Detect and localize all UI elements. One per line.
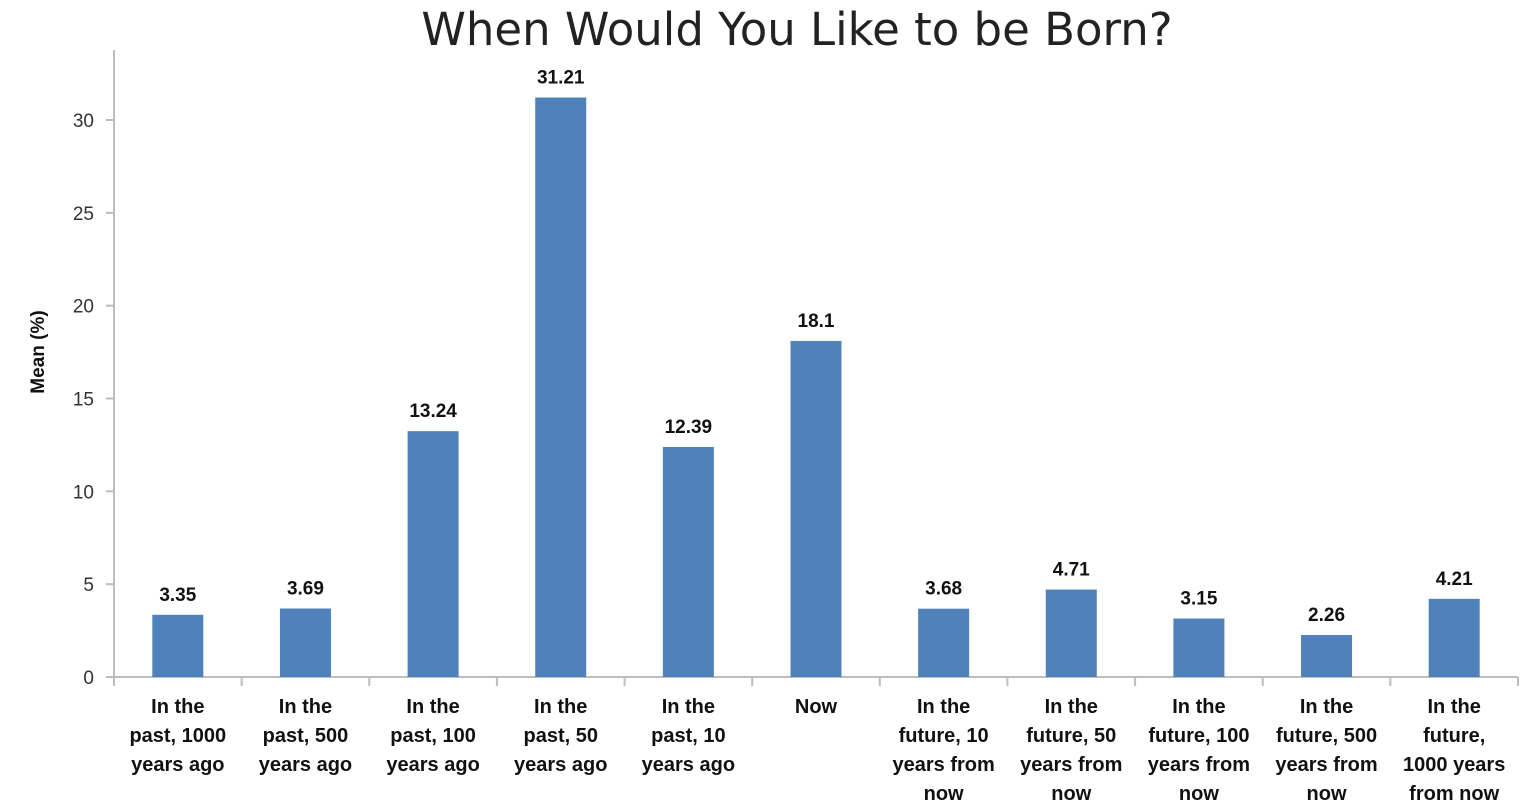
x-tick-label-line: In the — [279, 696, 332, 718]
x-tick-label-line: past, 500 — [263, 725, 349, 747]
x-tick-label-line: from now — [1409, 783, 1499, 805]
bar-value-label: 2.26 — [1308, 605, 1345, 626]
x-tick-label: In the future, 100 years from now — [1148, 696, 1250, 805]
x-tick-label-line: future, 10 — [899, 725, 989, 747]
x-tick-label-line: years ago — [259, 754, 352, 776]
x-tick-label-line: past, 100 — [390, 725, 476, 747]
bar — [1045, 589, 1097, 677]
y-tick-label: 10 — [73, 482, 94, 503]
x-tick-label-line: years ago — [131, 754, 224, 776]
y-tick-label: 20 — [73, 297, 94, 318]
x-tick-label-line: past, 10 — [651, 725, 725, 747]
x-axis-tick-labels: In the past, 1000 years ago In the past, 500… — [129, 696, 1505, 805]
x-tick-label-line: future, — [1423, 725, 1485, 747]
x-tick-label: In the future, 1000 years from now — [1403, 696, 1505, 805]
x-tick-label-line: years from — [1148, 754, 1250, 776]
x-tick-label-line: future, 100 — [1148, 725, 1249, 747]
x-tick-label-line: In the — [151, 696, 204, 718]
x-tick-label-line: now — [1179, 783, 1219, 805]
bar-value-label: 3.35 — [159, 585, 196, 606]
x-tick-label-line: now — [924, 783, 964, 805]
x-tick-label-line: now — [1307, 783, 1347, 805]
x-tick-label-line: past, 50 — [523, 725, 597, 747]
bar — [1301, 635, 1353, 677]
x-tick-label-line: In the — [1045, 696, 1098, 718]
x-tick-label: In the past, 10 years ago — [642, 696, 735, 776]
x-tick-label-line: In the — [1172, 696, 1225, 718]
x-tick-label: Now — [795, 696, 838, 718]
x-tick-label-line: In the — [406, 696, 459, 718]
y-axis-label: Mean (%) — [28, 310, 49, 393]
x-tick-label-line: In the — [1300, 696, 1353, 718]
y-tick-label: 5 — [83, 575, 94, 596]
bar-value-label: 3.68 — [925, 579, 962, 600]
y-tick-label: 0 — [83, 668, 94, 689]
bar — [407, 431, 459, 677]
x-tick-label: In the past, 500 years ago — [259, 696, 352, 776]
x-axis-ticks — [113, 677, 1519, 686]
x-tick-label-line: Now — [795, 696, 838, 718]
x-tick-label-line: years ago — [514, 754, 607, 776]
bar-value-label: 31.21 — [537, 68, 585, 89]
x-tick-label-line: years ago — [642, 754, 735, 776]
bar — [790, 340, 842, 677]
bar-value-label: 3.15 — [1180, 589, 1217, 610]
x-tick-label-line: In the — [534, 696, 587, 718]
x-tick-label: In the future, 50 years from now — [1020, 696, 1122, 805]
bar — [535, 97, 587, 678]
y-tick-label: 30 — [73, 111, 94, 132]
x-tick-label-line: now — [1051, 783, 1091, 805]
x-tick-label-line: years from — [892, 754, 994, 776]
bar — [662, 446, 714, 677]
bar-value-label: 4.71 — [1053, 560, 1090, 581]
bar-series — [152, 97, 1480, 678]
bar-value-label: 3.69 — [287, 578, 324, 599]
x-tick-label: In the future, 10 years from now — [892, 696, 994, 805]
chart-title: When Would You Like to be Born? — [421, 3, 1172, 56]
x-tick-label-line: years from — [1020, 754, 1122, 776]
x-tick-label: In the future, 500 years from now — [1275, 696, 1377, 805]
bar-value-label: 18.1 — [798, 311, 835, 332]
x-tick-label: In the past, 50 years ago — [514, 696, 607, 776]
bar — [918, 608, 970, 677]
bar-value-label: 4.21 — [1436, 569, 1473, 590]
x-tick-label-line: years from — [1275, 754, 1377, 776]
bar — [279, 608, 331, 677]
bar-value-label: 12.39 — [665, 417, 713, 438]
y-axis-ticks: 0 5 10 15 20 25 30 — [73, 111, 114, 689]
bar — [1428, 598, 1480, 677]
x-tick-label: In the past, 1000 years ago — [129, 696, 226, 776]
x-tick-label-line: 1000 years — [1403, 754, 1505, 776]
x-tick-label-line: past, 1000 — [129, 725, 226, 747]
bar — [1173, 618, 1225, 677]
bar — [152, 614, 204, 677]
x-tick-label: In the past, 100 years ago — [386, 696, 479, 776]
y-tick-label: 25 — [73, 204, 94, 225]
x-tick-label-line: future, 500 — [1276, 725, 1377, 747]
x-tick-label-line: future, 50 — [1026, 725, 1116, 747]
x-tick-label-line: years ago — [386, 754, 479, 776]
x-tick-label-line: In the — [917, 696, 970, 718]
bar-value-label: 13.24 — [409, 401, 457, 422]
x-tick-label-line: In the — [1428, 696, 1481, 718]
y-tick-label: 15 — [73, 390, 94, 411]
x-tick-label-line: In the — [662, 696, 715, 718]
data-labels: 3.35 3.69 13.24 31.21 12.39 18.1 3.68 4.71 3.15 2… — [159, 68, 1473, 627]
